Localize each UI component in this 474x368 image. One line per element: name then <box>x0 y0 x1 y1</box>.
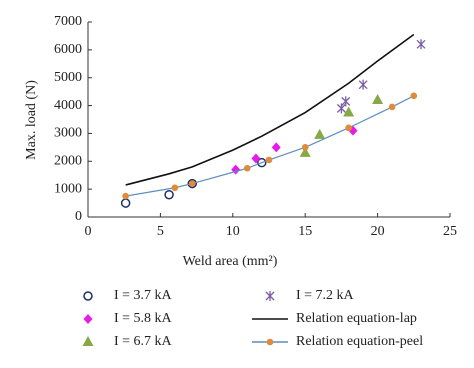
legend-label: I = 3.7 kA <box>114 288 173 303</box>
y-tick-label: 6000 <box>54 42 82 57</box>
x-tick-label: 15 <box>298 224 312 239</box>
marker <box>301 144 309 151</box>
marker <box>265 156 273 164</box>
marker <box>83 291 93 301</box>
marker <box>266 338 274 346</box>
y-tick-label: 4000 <box>54 98 82 113</box>
y-axis-label: Max. load (N) <box>24 80 39 160</box>
legend-label: I = 6.7 kA <box>114 334 173 349</box>
marker <box>348 125 358 136</box>
marker <box>341 96 351 107</box>
marker <box>299 146 311 157</box>
legend-label: I = 5.8 kA <box>114 311 173 326</box>
legend-label: Relation equation-peel <box>296 334 423 349</box>
y-tick-label: 7000 <box>54 14 82 29</box>
legend-label: I = 7.2 kA <box>296 288 355 303</box>
marker <box>188 180 196 187</box>
marker <box>388 103 396 111</box>
marker <box>265 291 275 301</box>
marker <box>343 106 355 117</box>
series-line <box>125 33 415 186</box>
x-tick-label: 10 <box>226 224 240 239</box>
marker <box>82 336 94 346</box>
x-tick-label: 5 <box>157 224 164 239</box>
marker <box>83 314 93 324</box>
marker <box>164 189 174 200</box>
y-tick-label: 2000 <box>54 154 82 169</box>
marker <box>271 142 281 153</box>
series-line <box>125 95 415 197</box>
y-tick-label: 3000 <box>54 126 82 141</box>
marker <box>122 192 129 200</box>
x-tick-label: 20 <box>371 224 385 239</box>
marker <box>345 124 352 132</box>
marker <box>231 164 241 175</box>
y-tick-label: 1000 <box>54 181 82 196</box>
marker <box>410 92 418 100</box>
marker <box>171 184 179 192</box>
marker <box>416 39 426 50</box>
marker <box>314 128 326 139</box>
marker <box>243 164 251 172</box>
legend-label: Relation equation-lap <box>296 311 417 326</box>
x-tick-label: 0 <box>85 224 92 239</box>
marker <box>358 79 368 90</box>
marker <box>372 94 384 104</box>
x-axis-label: Weld area (mm²) <box>183 254 278 269</box>
x-tick-label: 25 <box>443 224 457 239</box>
marker <box>251 153 261 164</box>
y-tick-label: 5000 <box>54 70 82 85</box>
y-tick-label: 0 <box>75 209 82 224</box>
marker <box>120 198 131 208</box>
